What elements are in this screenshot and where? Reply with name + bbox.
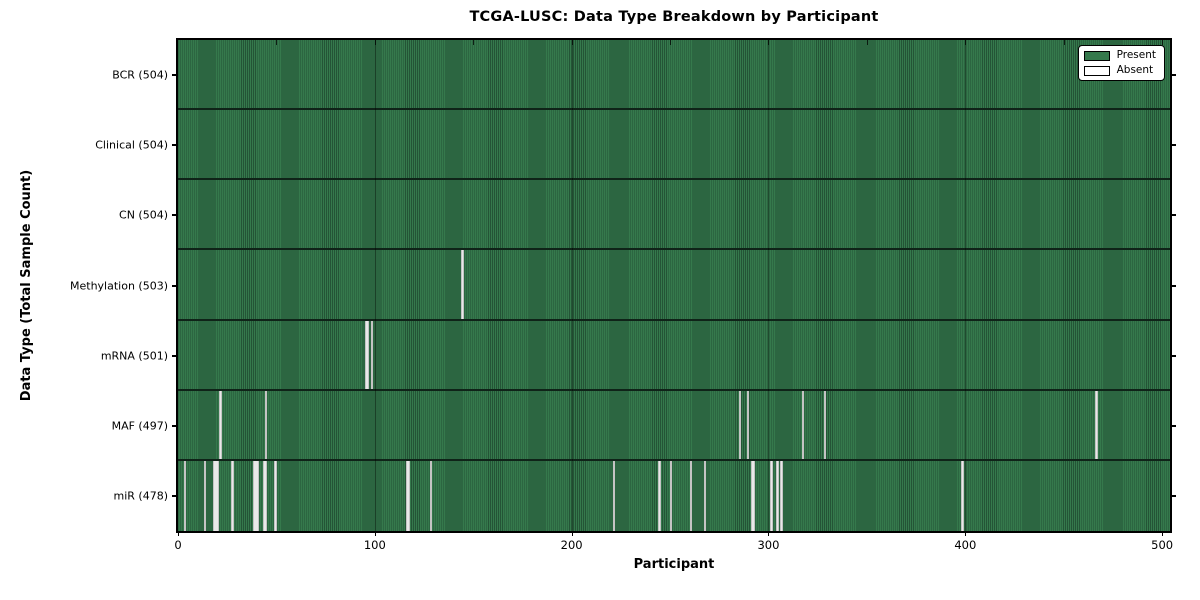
absent-band xyxy=(658,460,661,531)
absent-band xyxy=(183,460,187,531)
absent-band xyxy=(750,460,755,531)
x-tick xyxy=(571,531,573,536)
legend: Present Absent xyxy=(1077,45,1165,81)
absent-band xyxy=(738,390,742,459)
data-row-CN xyxy=(178,180,1170,251)
absent-band xyxy=(670,460,673,531)
absent-band xyxy=(801,390,805,459)
y-tick-label-Methylation: Methylation (503) xyxy=(70,279,168,292)
absent-band xyxy=(689,460,693,531)
x-tick xyxy=(965,531,967,536)
data-row-mRNA xyxy=(178,320,1170,391)
y-tick-label-CN: CN (504) xyxy=(119,208,168,222)
y-tick-label-Clinical: Clinical (504) xyxy=(95,138,168,152)
x-tick-label: 300 xyxy=(757,538,780,552)
absent-band xyxy=(231,460,234,531)
data-row-Methylation xyxy=(178,250,1170,321)
absent-band xyxy=(461,250,464,319)
legend-entry-present: Present xyxy=(1083,49,1156,61)
x-tick xyxy=(178,531,179,536)
absent-band xyxy=(219,390,222,459)
y-tick xyxy=(1170,74,1176,77)
absent-band xyxy=(1095,390,1098,459)
y-tick xyxy=(172,424,178,427)
absent-band xyxy=(746,390,750,459)
absent-band xyxy=(776,460,779,531)
x-tick xyxy=(768,531,770,536)
absent-band xyxy=(703,460,706,531)
y-tick xyxy=(172,74,178,77)
absent-band xyxy=(213,460,220,531)
chart-title: TCGA-LUSC: Data Type Breakdown by Partic… xyxy=(469,9,879,25)
x-tick xyxy=(374,531,376,536)
absent-band xyxy=(770,460,773,531)
x-tick-label: 500 xyxy=(1151,538,1174,552)
legend-entry-absent: Absent xyxy=(1083,64,1156,76)
absent-band xyxy=(203,460,206,531)
y-tick xyxy=(1170,354,1176,357)
legend-label: Absent xyxy=(1116,64,1154,76)
absent-band xyxy=(262,460,267,531)
y-tick xyxy=(1170,214,1176,217)
x-tick-label: 0 xyxy=(174,538,182,552)
x-tick-label: 100 xyxy=(363,538,386,552)
y-tick xyxy=(172,144,178,147)
y-tick-label-mRNA: mRNA (501) xyxy=(100,349,168,363)
absent-band xyxy=(406,460,411,531)
y-tick xyxy=(1170,284,1176,287)
absent-band xyxy=(264,390,267,459)
y-tick xyxy=(1170,494,1176,497)
x-tick-label: 400 xyxy=(954,538,977,552)
legend-swatch-absent xyxy=(1083,65,1110,76)
y-tick-label-BCR: BCR (504) xyxy=(112,68,168,82)
y-tick-label-miR: miR (478) xyxy=(113,489,169,503)
y-tick xyxy=(172,284,178,287)
legend-label: Present xyxy=(1116,49,1156,61)
x-tick xyxy=(1162,531,1164,536)
absent-band xyxy=(252,460,259,531)
y-tick xyxy=(172,494,178,497)
plot-area: Present Absent BCR (504) Clinical (504) CN … xyxy=(70,38,1176,552)
data-row-MAF xyxy=(178,390,1170,461)
legend-swatch-present xyxy=(1083,50,1110,61)
x-tick-label: 200 xyxy=(560,538,583,552)
y-tick xyxy=(1170,424,1176,427)
absent-band xyxy=(823,390,826,459)
absent-band xyxy=(961,460,964,531)
absent-band xyxy=(429,460,433,531)
absent-band xyxy=(274,460,277,531)
absent-band xyxy=(370,320,374,389)
absent-band xyxy=(612,460,616,531)
absent-band xyxy=(364,320,369,389)
y-tick xyxy=(1170,144,1176,147)
y-tick xyxy=(172,214,178,217)
data-row-BCR xyxy=(178,40,1170,111)
absent-band xyxy=(780,460,783,531)
data-row-Clinical xyxy=(178,110,1170,181)
y-tick xyxy=(172,354,178,357)
y-tick-label-MAF: MAF (497) xyxy=(111,419,168,433)
data-row-miR xyxy=(178,460,1170,531)
x-axis-label: Participant xyxy=(633,557,715,572)
